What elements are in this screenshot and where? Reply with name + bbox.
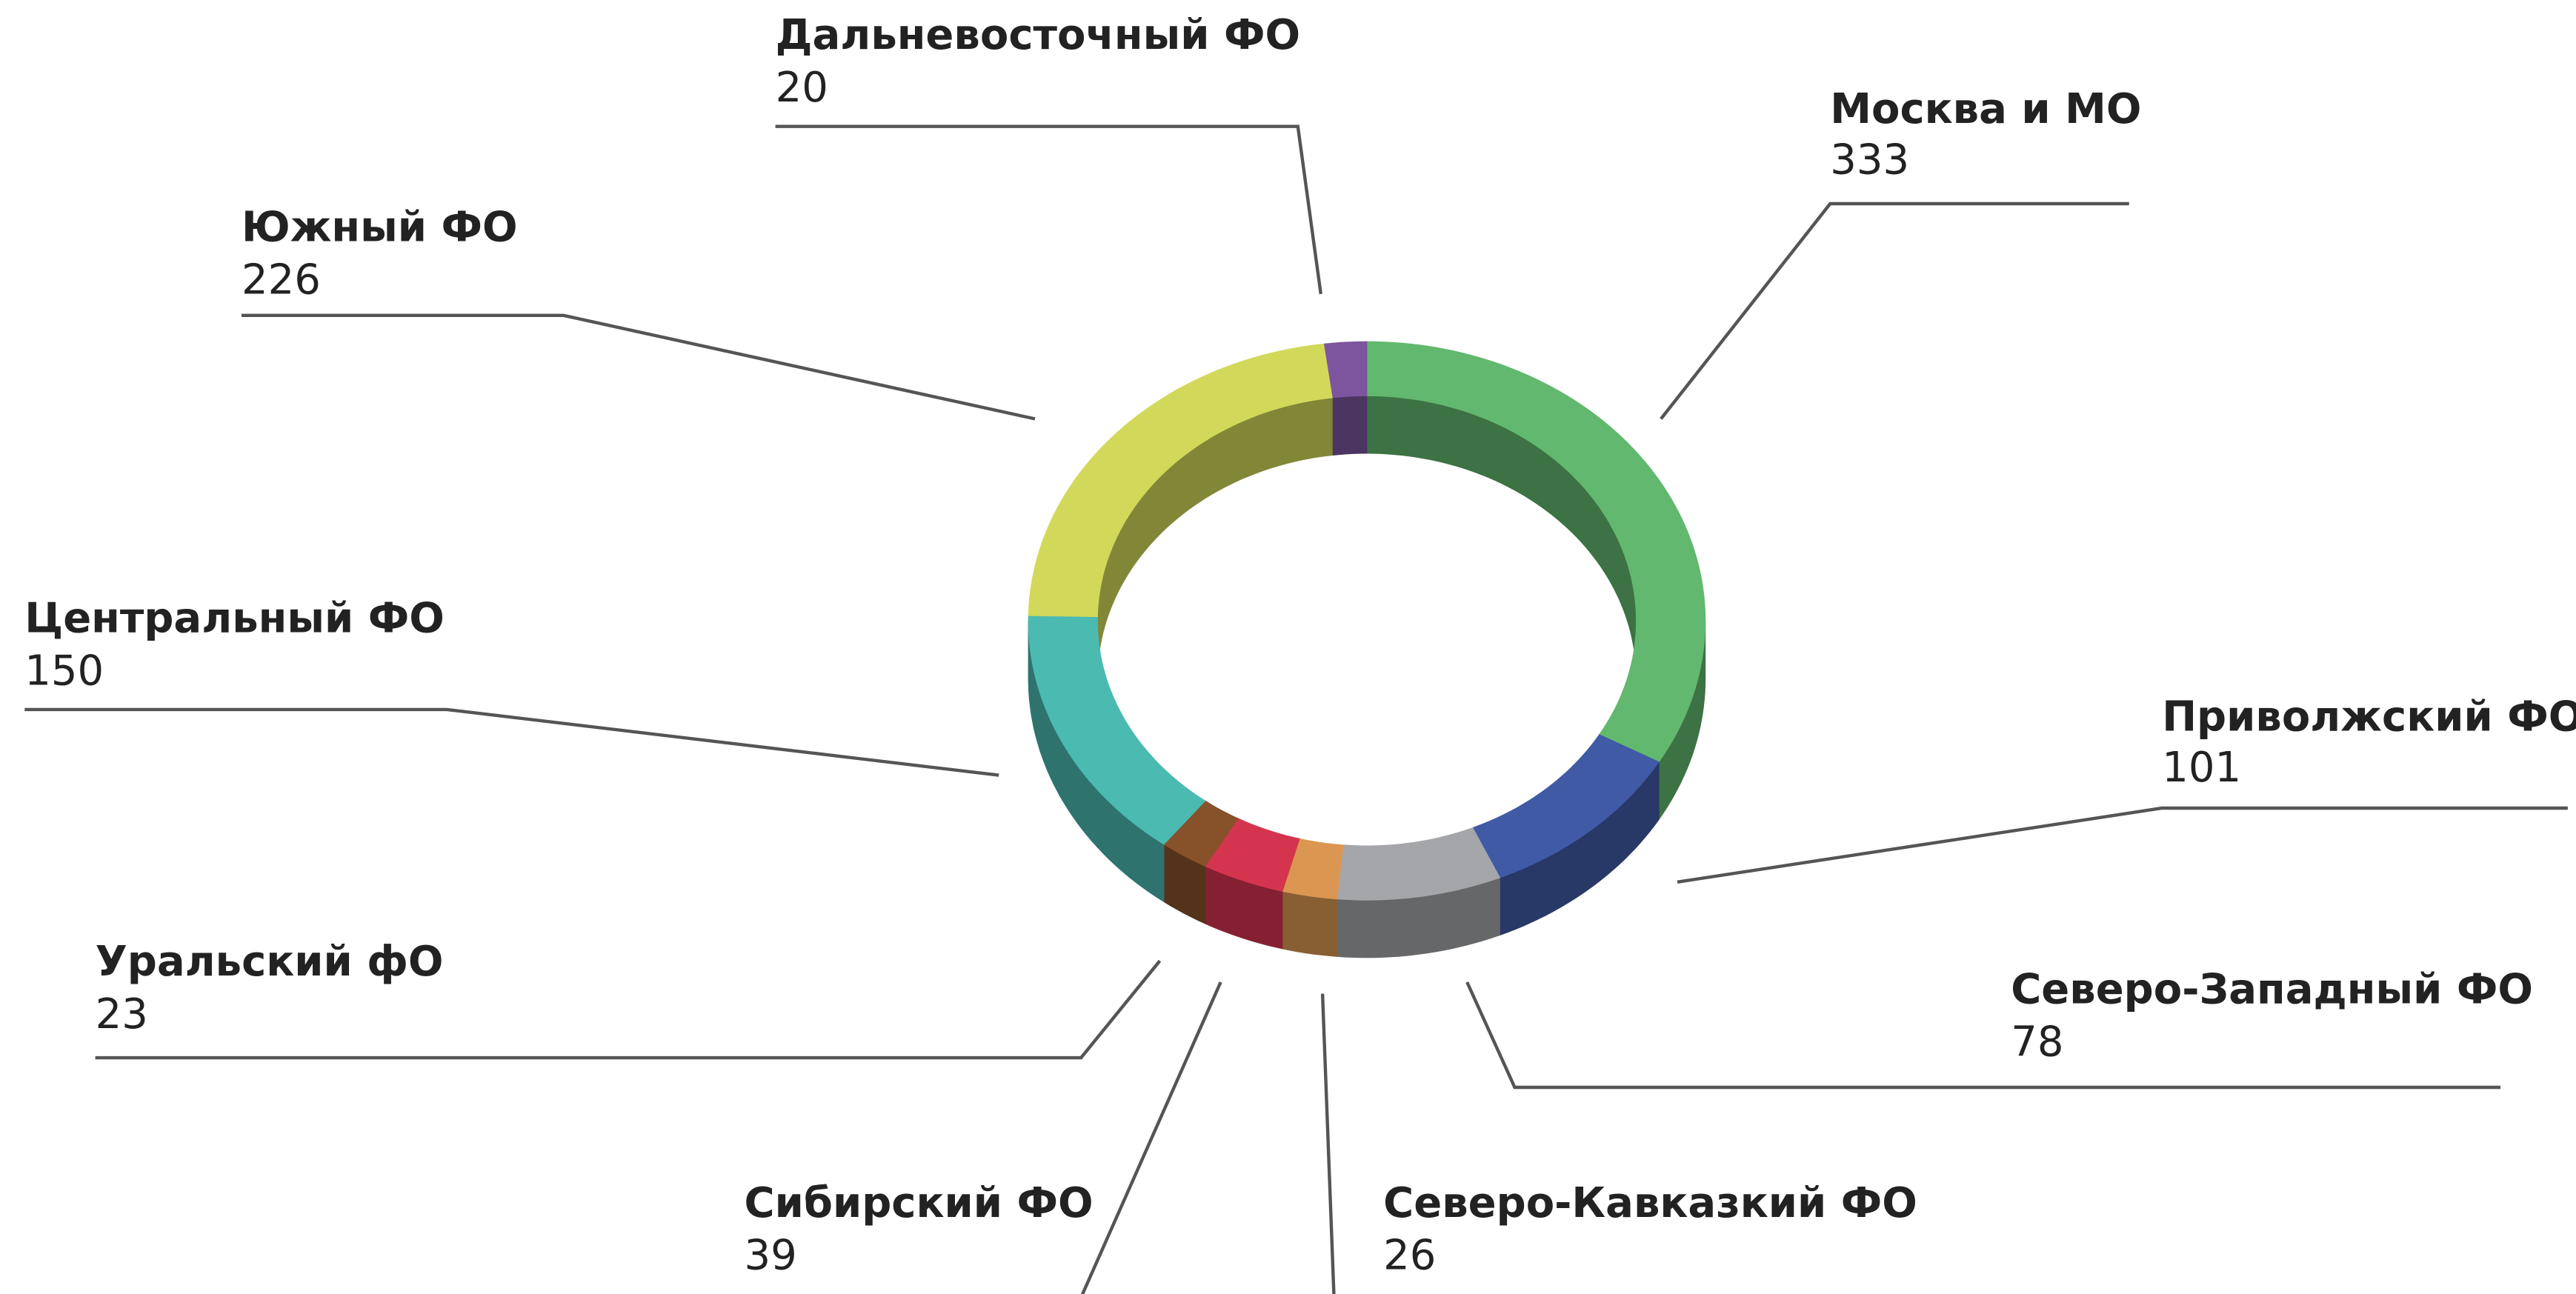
slice-label: Уральский фО	[96, 938, 444, 986]
slice-label: Центральный ФО	[24, 594, 445, 642]
leader-line	[775, 124, 1322, 295]
leader-line	[95, 959, 1162, 1060]
leader-line	[1320, 993, 1336, 1294]
value-label: 78	[2011, 1018, 2063, 1066]
value-label: 101	[2162, 744, 2241, 792]
leader-line	[24, 707, 999, 777]
value-label: 20	[776, 64, 828, 112]
slice-inner-wall	[1332, 395, 1368, 456]
slice-label: Северо-Кавказкий ФО	[1383, 1179, 1917, 1227]
slice-label: Южный ФО	[242, 204, 518, 252]
value-label: 150	[24, 647, 104, 695]
leader-line	[1660, 201, 2129, 420]
value-label: 333	[1830, 136, 1909, 184]
value-label: 23	[96, 990, 148, 1038]
slice-outer-wall	[1282, 890, 1338, 957]
leader-line	[242, 313, 1036, 421]
slice-label: Приволжский ФО	[2162, 693, 2576, 741]
leader-line	[1465, 981, 2500, 1090]
slice	[1323, 341, 1368, 398]
value-label: 26	[1383, 1232, 1436, 1280]
leader-line	[1080, 981, 1222, 1294]
value-label: 39	[745, 1232, 797, 1280]
value-label: 226	[242, 256, 321, 304]
slice-label: Северо-Западный ФО	[2011, 965, 2533, 1013]
leader-line	[1677, 806, 2568, 884]
slice-label: Сибирский ФО	[745, 1179, 1094, 1227]
slice-label: Дальневосточный ФО	[776, 11, 1300, 59]
slice-label: Москва и МО	[1830, 85, 2141, 133]
